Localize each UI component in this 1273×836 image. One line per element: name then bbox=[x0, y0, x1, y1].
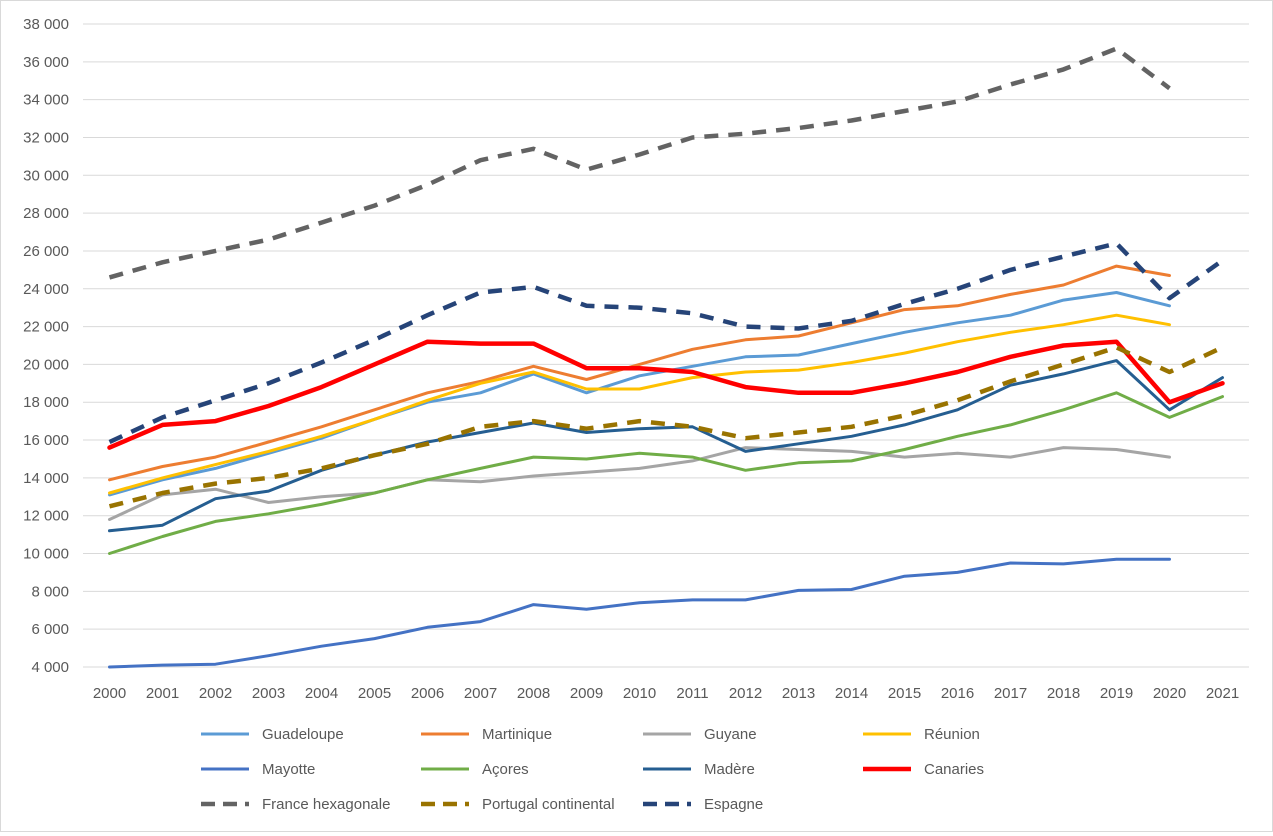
y-tick-label: 8 000 bbox=[31, 583, 69, 600]
y-axis-tick-labels: 4 000 6 000 8 000 10 000 12 000 14 000 16 000 1… bbox=[23, 16, 69, 676]
y-tick-label: 18 000 bbox=[23, 394, 69, 411]
y-tick-label: 34 000 bbox=[23, 92, 69, 109]
y-tick-label: 10 000 bbox=[23, 546, 69, 563]
y-tick-label: 32 000 bbox=[23, 129, 69, 146]
series-line-guyane bbox=[108, 446, 1171, 521]
x-tick-label: 2017 bbox=[994, 685, 1027, 702]
legend-label: Madère bbox=[704, 761, 755, 778]
legend-item: Açores bbox=[421, 761, 529, 778]
x-tick-label: 2004 bbox=[305, 685, 338, 702]
legend-label: France hexagonale bbox=[262, 796, 390, 813]
y-tick-label: 30 000 bbox=[23, 167, 69, 184]
x-tick-label: 2020 bbox=[1153, 685, 1186, 702]
series-line-mad-re bbox=[108, 359, 1224, 533]
legend: Guadeloupe Martinique Guyane Réunion Mayotte… bbox=[201, 726, 984, 813]
series-line-portugal-continental bbox=[108, 345, 1224, 509]
x-tick-label: 2003 bbox=[252, 685, 285, 702]
legend-item: Mayotte bbox=[201, 761, 315, 778]
x-tick-label: 2001 bbox=[146, 685, 179, 702]
y-tick-label: 14 000 bbox=[23, 470, 69, 487]
x-tick-label: 2014 bbox=[835, 685, 868, 702]
y-tick-label: 22 000 bbox=[23, 319, 69, 336]
series-line-martinique bbox=[108, 264, 1171, 482]
x-tick-label: 2012 bbox=[729, 685, 762, 702]
x-tick-label: 2009 bbox=[570, 685, 603, 702]
legend-item: France hexagonale bbox=[201, 796, 390, 813]
x-tick-label: 2018 bbox=[1047, 685, 1080, 702]
legend-item: Canaries bbox=[863, 761, 984, 778]
x-tick-label: 2008 bbox=[517, 685, 550, 702]
y-tick-label: 28 000 bbox=[23, 205, 69, 222]
legend-item: Madère bbox=[643, 761, 755, 778]
legend-label: Mayotte bbox=[262, 761, 315, 778]
x-tick-label: 2016 bbox=[941, 685, 974, 702]
y-tick-label: 16 000 bbox=[23, 432, 69, 449]
x-tick-label: 2010 bbox=[623, 685, 656, 702]
legend-item: Portugal continental bbox=[421, 796, 615, 813]
y-tick-label: 26 000 bbox=[23, 243, 69, 260]
series-line-mayotte bbox=[108, 557, 1171, 669]
y-tick-label: 6 000 bbox=[31, 621, 69, 638]
legend-item: Réunion bbox=[863, 726, 980, 743]
y-tick-label: 38 000 bbox=[23, 16, 69, 33]
legend-label: Açores bbox=[482, 761, 529, 778]
y-tick-label: 36 000 bbox=[23, 54, 69, 71]
x-tick-label: 2015 bbox=[888, 685, 921, 702]
legend-label: Martinique bbox=[482, 726, 552, 743]
x-tick-label: 2011 bbox=[676, 685, 708, 702]
series-line-r-union bbox=[108, 313, 1171, 495]
x-tick-label: 2019 bbox=[1100, 685, 1133, 702]
legend-label: Espagne bbox=[704, 796, 763, 813]
y-tick-label: 20 000 bbox=[23, 356, 69, 373]
series-line-guadeloupe bbox=[108, 291, 1171, 497]
series-line-espagne bbox=[108, 241, 1224, 445]
series-line-a-ores bbox=[108, 391, 1224, 555]
series-line-canaries bbox=[107, 339, 1225, 450]
series-lines bbox=[107, 46, 1225, 669]
x-tick-label: 2006 bbox=[411, 685, 444, 702]
legend-item: Espagne bbox=[643, 796, 763, 813]
legend-item: Guadeloupe bbox=[201, 726, 344, 743]
legend-label: Réunion bbox=[924, 726, 980, 743]
x-tick-label: 2007 bbox=[464, 685, 497, 702]
y-tick-label: 12 000 bbox=[23, 508, 69, 525]
x-tick-label: 2000 bbox=[93, 685, 126, 702]
legend-label: Guadeloupe bbox=[262, 726, 344, 743]
x-tick-label: 2021 bbox=[1206, 685, 1239, 702]
legend-label: Canaries bbox=[924, 761, 984, 778]
legend-item: Guyane bbox=[643, 726, 757, 743]
y-tick-label: 4 000 bbox=[31, 659, 69, 676]
legend-label: Guyane bbox=[704, 726, 757, 743]
series-line-france-hexagonale bbox=[108, 46, 1171, 280]
legend-label: Portugal continental bbox=[482, 796, 615, 813]
x-axis-tick-labels: 2000 2001 2002 2003 2004 2005 2006 2007 2008 2009… bbox=[93, 685, 1239, 702]
x-tick-label: 2013 bbox=[782, 685, 815, 702]
legend-item: Martinique bbox=[421, 726, 552, 743]
x-tick-label: 2005 bbox=[358, 685, 391, 702]
y-tick-label: 24 000 bbox=[23, 281, 69, 298]
x-tick-label: 2002 bbox=[199, 685, 232, 702]
